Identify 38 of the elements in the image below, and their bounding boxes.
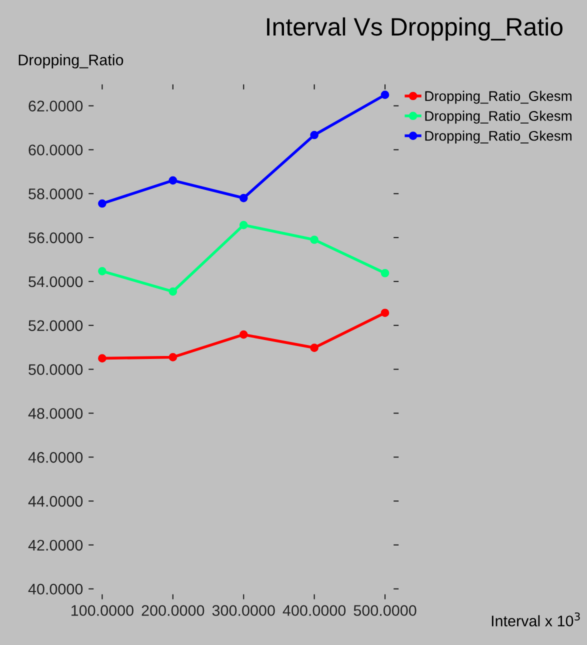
x-tick-label: 300.0000 bbox=[212, 605, 275, 616]
y-tick-label: 62.0000 bbox=[28, 100, 83, 112]
point bbox=[98, 354, 106, 362]
point bbox=[168, 176, 178, 185]
x-tick-label: 100.0000 bbox=[72, 605, 134, 616]
y-tick-label: 40.0000 bbox=[28, 584, 83, 595]
y-axis-title: Dropping_Ratio bbox=[18, 54, 124, 68]
point bbox=[168, 353, 178, 362]
point bbox=[380, 268, 390, 278]
point bbox=[310, 344, 318, 352]
y-tick-label: 54.0000 bbox=[28, 276, 83, 288]
y-tick-label: 60.0000 bbox=[28, 144, 83, 156]
point bbox=[239, 194, 248, 202]
x-tick-label: 200.0000 bbox=[142, 605, 204, 616]
y-tick-label: 52.0000 bbox=[28, 320, 83, 332]
point bbox=[98, 199, 106, 208]
point bbox=[380, 90, 390, 99]
x-tick-label: 500.0000 bbox=[354, 605, 416, 616]
y-tick-label: 48.0000 bbox=[28, 408, 83, 419]
point bbox=[310, 236, 318, 244]
y-tick-label: 44.0000 bbox=[28, 496, 83, 507]
legend-label: Dropping_Ratio_Gkesm bbox=[425, 130, 572, 144]
y-tick-label: 58.0000 bbox=[28, 188, 83, 200]
point bbox=[239, 330, 248, 339]
y-tick-label: 46.0000 bbox=[28, 452, 83, 463]
chart-title: Interval Vs Dropping_Ratio bbox=[267, 17, 562, 41]
point bbox=[310, 130, 318, 140]
point bbox=[168, 287, 178, 296]
x-axis-title: Interval x 10$^{3}$ bbox=[492, 612, 580, 626]
y-tick-label: 42.0000 bbox=[28, 540, 83, 551]
x-tick-label: 400.0000 bbox=[282, 605, 346, 616]
point bbox=[98, 266, 106, 276]
legend-label: Dropping_Ratio_Gkesm bbox=[425, 90, 572, 104]
point bbox=[239, 220, 248, 230]
y-tick-label: 50.0000 bbox=[28, 364, 83, 375]
legend-label: Dropping_Ratio_Gkesm bbox=[425, 110, 572, 124]
point bbox=[380, 308, 390, 318]
y-tick-label: 56.0000 bbox=[28, 232, 83, 244]
